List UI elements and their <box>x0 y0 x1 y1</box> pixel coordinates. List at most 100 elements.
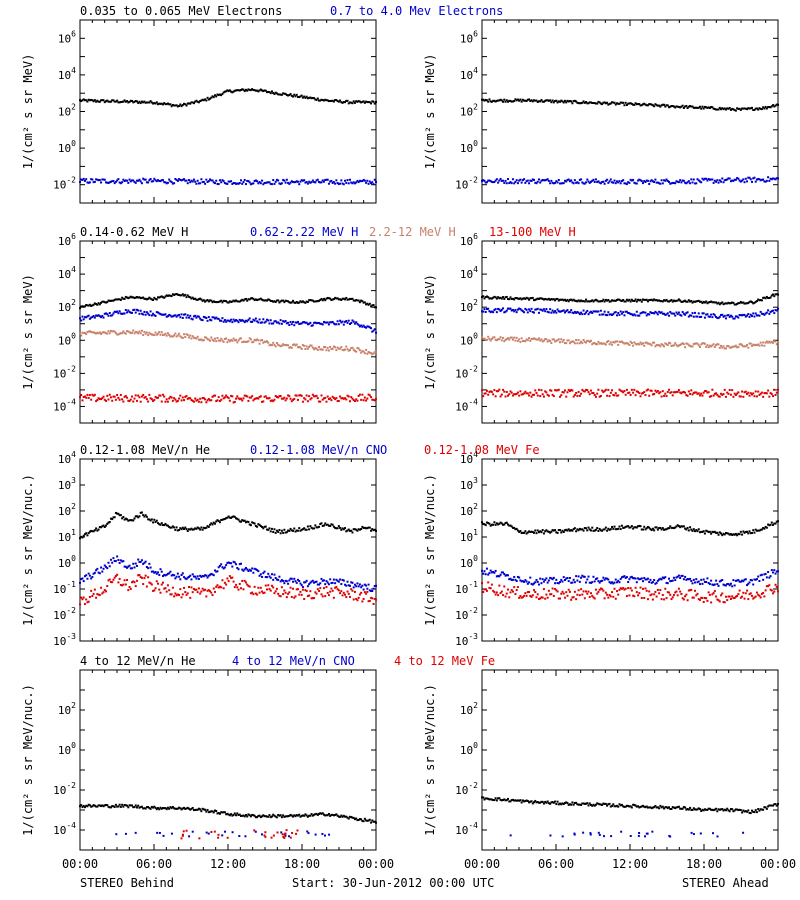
data-point <box>539 100 542 103</box>
data-point <box>91 178 94 181</box>
data-point <box>133 100 136 103</box>
data-point <box>123 518 126 521</box>
data-point <box>299 95 302 98</box>
data-point <box>309 398 312 401</box>
data-point <box>131 296 134 299</box>
data-point <box>689 105 692 108</box>
data-point <box>674 591 677 594</box>
y-tick-label: 103 <box>58 476 76 492</box>
data-point <box>750 532 753 535</box>
data-point <box>639 179 642 182</box>
data-point <box>648 394 651 397</box>
data-point <box>352 100 355 103</box>
data-point <box>539 577 542 580</box>
data-point <box>97 571 100 574</box>
data-point <box>739 395 742 398</box>
data-point <box>274 576 277 579</box>
data-point <box>361 100 364 103</box>
data-point <box>133 806 136 809</box>
data-point <box>537 583 540 586</box>
y-tick-label: 102 <box>460 502 478 518</box>
data-point <box>484 338 487 341</box>
data-point <box>710 395 713 398</box>
data-point <box>502 100 505 103</box>
data-point <box>565 180 568 183</box>
plot-frame <box>481 458 779 642</box>
data-point <box>629 102 632 105</box>
data-point <box>93 180 96 183</box>
data-point <box>625 595 628 598</box>
data-point <box>679 299 682 302</box>
data-point <box>551 298 554 301</box>
data-point <box>526 339 529 342</box>
data-point <box>249 569 252 572</box>
data-point <box>755 107 758 110</box>
data-point <box>277 343 280 346</box>
data-point <box>244 394 247 397</box>
data-point <box>644 311 647 314</box>
data-point <box>637 525 640 528</box>
data-point <box>570 100 573 103</box>
data-point <box>187 179 190 182</box>
data-point <box>577 575 580 578</box>
data-point <box>592 342 595 345</box>
data-point <box>109 180 112 183</box>
data-point <box>320 297 323 300</box>
series-1 <box>481 567 779 588</box>
data-point <box>617 181 620 184</box>
data-point <box>663 577 666 580</box>
data-point <box>690 314 693 317</box>
data-point <box>551 393 554 396</box>
data-point <box>757 390 760 393</box>
data-point <box>715 180 718 183</box>
data-point <box>744 107 747 110</box>
data-point <box>100 398 103 401</box>
data-point <box>711 301 714 304</box>
data-point <box>362 588 365 591</box>
data-point <box>306 182 309 185</box>
data-point <box>482 98 485 101</box>
data-point <box>698 531 701 534</box>
data-point <box>164 295 167 298</box>
data-point <box>533 531 536 534</box>
data-point <box>346 321 349 324</box>
data-point <box>204 527 207 530</box>
data-point <box>251 88 254 91</box>
data-point <box>716 108 719 111</box>
data-point <box>358 393 361 396</box>
data-point <box>334 296 337 299</box>
data-point <box>128 519 131 522</box>
data-point <box>712 313 715 316</box>
data-point <box>112 330 115 333</box>
legend-entry: 13-100 MeV H <box>489 225 576 239</box>
data-point <box>274 180 277 183</box>
data-point <box>96 593 99 596</box>
data-point <box>671 344 674 347</box>
data-point <box>507 523 510 526</box>
data-point <box>180 399 183 402</box>
data-point <box>591 101 594 104</box>
data-point <box>765 392 768 395</box>
data-point <box>747 598 750 601</box>
data-point <box>107 314 110 317</box>
data-point <box>629 340 632 343</box>
data-point <box>272 578 275 581</box>
data-point <box>225 583 228 586</box>
data-point <box>137 394 140 397</box>
data-point <box>777 307 779 310</box>
data-point <box>232 182 235 185</box>
data-point <box>244 183 247 186</box>
data-point <box>556 308 559 311</box>
data-point <box>752 177 755 180</box>
data-point <box>191 573 194 576</box>
data-point <box>640 577 643 580</box>
data-point <box>82 177 85 180</box>
data-point <box>690 588 693 591</box>
data-point <box>741 107 744 110</box>
data-point <box>588 340 591 343</box>
data-point <box>541 297 544 300</box>
data-point <box>550 298 553 301</box>
data-point <box>237 588 240 591</box>
data-point <box>762 341 765 344</box>
data-point <box>562 576 565 579</box>
